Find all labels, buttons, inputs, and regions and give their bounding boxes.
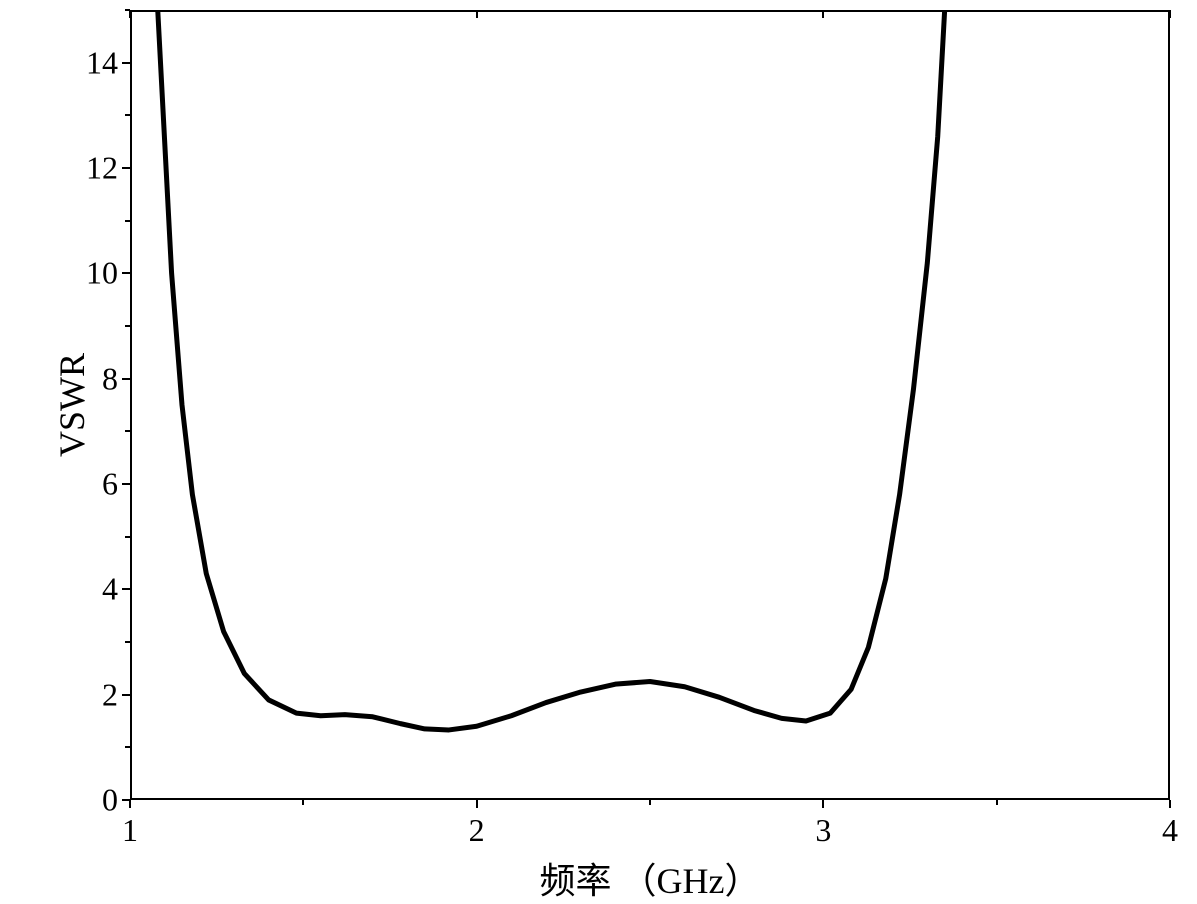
y-minor-tick	[125, 9, 130, 11]
y-minor-tick	[125, 114, 130, 116]
vswr-curve	[0, 0, 1197, 901]
y-tick	[122, 272, 130, 274]
y-tick	[122, 588, 130, 590]
y-tick	[122, 483, 130, 485]
x-tick-label: 2	[469, 812, 485, 849]
y-minor-tick	[125, 536, 130, 538]
y-tick-label: 4	[80, 571, 118, 608]
y-minor-tick	[125, 325, 130, 327]
y-tick	[122, 799, 130, 801]
x-tick	[1169, 10, 1171, 18]
y-tick	[122, 694, 130, 696]
y-minor-tick	[125, 220, 130, 222]
x-tick	[476, 10, 478, 18]
x-tick	[1169, 800, 1171, 808]
x-minor-tick	[996, 800, 998, 805]
vswr-line	[158, 10, 945, 730]
vswr-chart: 123402468101214 VSWR 频率 （GHz）	[0, 0, 1197, 901]
y-minor-tick	[125, 641, 130, 643]
x-minor-tick	[302, 800, 304, 805]
x-tick	[822, 10, 824, 18]
x-tick	[129, 10, 131, 18]
y-tick-label: 12	[80, 150, 118, 187]
y-tick	[122, 167, 130, 169]
y-tick-label: 6	[80, 466, 118, 503]
x-tick	[129, 800, 131, 808]
x-tick-label: 3	[815, 812, 831, 849]
x-tick-label: 1	[122, 812, 138, 849]
x-minor-tick	[649, 800, 651, 805]
x-tick	[822, 800, 824, 808]
x-tick	[476, 800, 478, 808]
y-minor-tick	[125, 746, 130, 748]
y-tick-label: 14	[80, 44, 118, 81]
y-minor-tick	[125, 430, 130, 432]
x-tick-label: 4	[1162, 812, 1178, 849]
y-tick-label: 2	[80, 676, 118, 713]
y-tick	[122, 378, 130, 380]
y-tick-label: 0	[80, 782, 118, 819]
y-axis-label: VSWR	[51, 353, 93, 457]
y-tick	[122, 62, 130, 64]
x-axis-label: 频率 （GHz）	[540, 852, 761, 904]
y-tick-label: 10	[80, 255, 118, 292]
